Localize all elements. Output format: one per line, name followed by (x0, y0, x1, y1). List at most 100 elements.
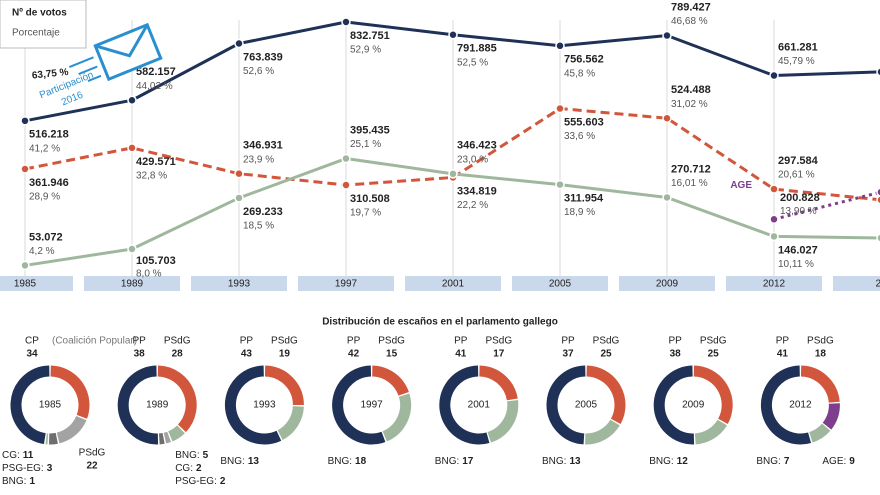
data-point (234, 168, 244, 179)
percent-label: 18,5 % (243, 221, 274, 232)
party-name: PSdG (271, 336, 298, 347)
donut-year: 1985 (39, 400, 62, 411)
percent-label: 16,01 % (671, 178, 708, 189)
percent-label: 52,5 % (457, 57, 488, 68)
data-point (769, 214, 779, 225)
party-name: PSdG (79, 448, 106, 459)
percent-label: 25,1 % (350, 139, 381, 150)
party-name: BNG: (175, 450, 199, 461)
legend-votes: Nº de votos (12, 8, 67, 19)
value-label: 310.508 (350, 193, 390, 205)
seat-label: BNG: 18 (328, 456, 367, 467)
seat-label: BNG: 5 (175, 450, 208, 461)
seat-count: 11 (23, 450, 34, 461)
value-label: 346.423 (457, 140, 497, 152)
x-tick-label: 2001 (442, 279, 465, 290)
percent-label: 20,61 % (778, 170, 815, 181)
seat-count: 3 (47, 463, 53, 474)
data-point (876, 67, 880, 77)
data-point (127, 143, 137, 153)
value-label: 334.819 (457, 185, 497, 197)
donut-segment (332, 365, 386, 445)
data-point (341, 17, 351, 27)
data-point (662, 30, 672, 41)
data-point (555, 41, 565, 51)
value-label: 346.931 (243, 140, 283, 152)
year-band (0, 276, 73, 291)
value-label: 789.427 (671, 1, 711, 13)
seat-count: 5 (203, 450, 209, 461)
value-label: 791.885 (457, 43, 497, 55)
data-point (127, 95, 137, 105)
seat-count: 17 (493, 349, 505, 360)
party-name: PP (240, 336, 254, 347)
seat-count: 41 (777, 349, 789, 360)
series-name: AGE (730, 180, 752, 191)
donut-segment (50, 365, 90, 419)
donut-segment (822, 403, 840, 430)
percent-label: 31,02 % (671, 99, 708, 110)
seat-label: BNG: 17 (435, 456, 474, 467)
donut-section-title: Distribución de escaños en el parlamento… (322, 317, 558, 328)
party-name: PP (347, 336, 361, 347)
year-band (191, 276, 287, 291)
data-point (234, 38, 244, 49)
seat-count: 38 (670, 349, 682, 360)
data-point (448, 169, 458, 179)
year-band (619, 276, 715, 291)
donut-segment (760, 365, 812, 445)
percent-label: 45,8 % (564, 68, 595, 79)
percent-label: 52,9 % (350, 45, 381, 56)
data-point (341, 180, 351, 190)
party-name: PSG-EG: (2, 463, 44, 474)
seat-label: PSG-EG: 2 (175, 476, 226, 487)
seat-count: 25 (708, 349, 720, 360)
data-point (20, 164, 30, 174)
seat-label: BNG: 7 (756, 456, 789, 467)
value-label: 756.562 (564, 54, 604, 66)
data-point (20, 260, 30, 271)
value-label: 582.157 (136, 66, 176, 78)
donut-segment (653, 365, 695, 445)
data-point (876, 195, 880, 205)
party-name: CG: (175, 463, 193, 474)
party-name: PP (454, 336, 468, 347)
seat-count: 43 (241, 349, 253, 360)
x-tick-label: 2009 (656, 279, 679, 290)
donut-segment (800, 365, 840, 403)
seat-count: 2 (220, 476, 226, 487)
seat-count: 9 (849, 456, 855, 467)
donut-segment (163, 431, 172, 444)
donut-segment (264, 365, 304, 406)
donut-segment (693, 365, 733, 425)
seat-count: 15 (386, 349, 398, 360)
seat-label: BNG: 1 (2, 476, 35, 487)
value-label: 661.281 (778, 41, 818, 53)
seat-label: CG: 11 (2, 450, 34, 461)
party-name: CP (25, 336, 39, 347)
line-chart: 1985 1989 1993 1997 2001 2005 2009 2012 20 516.21… (0, 1, 880, 291)
year-band (726, 276, 822, 291)
donut-segment (694, 419, 728, 445)
turnout-value: 63,75 % (31, 67, 69, 82)
seat-label: PSG-EG: 3 (2, 463, 53, 474)
seat-count: 18 (355, 456, 367, 467)
legend-percent: Porcentaje (12, 28, 60, 39)
data-point (769, 70, 779, 81)
party-name: CG: (2, 450, 20, 461)
legend: Nº de votos Porcentaje (0, 0, 87, 49)
seat-label: BNG: 13 (542, 456, 581, 467)
party-name: PSG-EG: (175, 476, 217, 487)
percent-label: 22,2 % (457, 200, 488, 211)
seat-count: 25 (600, 349, 612, 360)
data-point (234, 193, 244, 203)
value-label: 832.751 (350, 30, 390, 42)
party-name: PSdG (164, 336, 191, 347)
value-label: 361.946 (29, 177, 69, 189)
seat-count: 34 (26, 349, 38, 360)
data-point (341, 153, 351, 164)
seat-count: 2 (196, 463, 202, 474)
donut-segment (585, 419, 620, 445)
data-point (448, 30, 458, 40)
seat-count: 13 (248, 456, 260, 467)
